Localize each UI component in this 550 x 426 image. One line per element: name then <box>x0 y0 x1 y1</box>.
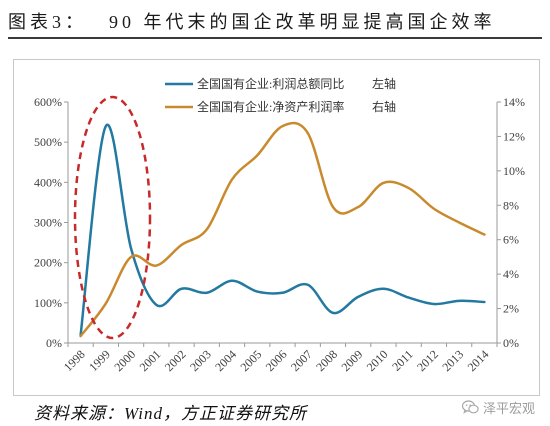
left-tick-label: 600% <box>34 95 62 109</box>
data-point-net-asset-return-2013 <box>457 221 461 225</box>
data-point-profit-growth-2001 <box>154 303 158 307</box>
data-point-profit-growth-2004 <box>230 279 234 283</box>
right-tick-label: 10% <box>503 164 525 178</box>
data-point-profit-growth-2005 <box>255 290 259 294</box>
data-point-net-asset-return-2011 <box>407 186 411 190</box>
x-tick-label-2014: 2014 <box>465 347 492 374</box>
chart-title: 90 年代末的国企改革明显提高国企效率 <box>109 12 496 32</box>
x-tick-label-2011: 2011 <box>389 347 416 374</box>
right-tick-label: 12% <box>503 129 525 143</box>
left-tick-label: 200% <box>34 256 62 270</box>
data-point-profit-growth-2008 <box>331 311 335 315</box>
data-point-net-asset-return-2010 <box>381 181 385 185</box>
legend-axis-note-net-asset-return: 右轴 <box>372 99 396 114</box>
left-tick-label: 400% <box>34 175 62 189</box>
title-divider <box>8 37 542 39</box>
data-point-profit-growth-1999 <box>104 124 108 128</box>
data-point-net-asset-return-2014 <box>482 233 486 237</box>
left-tick-label: 300% <box>34 216 62 230</box>
wechat-icon <box>462 400 479 414</box>
data-point-net-asset-return-1998 <box>79 334 83 338</box>
data-point-net-asset-return-2004 <box>230 177 234 181</box>
right-tick-label: 0% <box>503 336 519 350</box>
left-tick-label: 500% <box>34 135 62 149</box>
data-point-net-asset-return-2003 <box>205 227 209 231</box>
chart: 全国国有企业:利润总额同比 左轴 全国国有企业:净资产利润率 右轴 0% 100%… <box>13 59 540 396</box>
left-tick-label: 100% <box>34 296 62 310</box>
x-tick-label-2004: 2004 <box>212 347 239 374</box>
legend-label-profit-growth: 全国国有企业:利润总额同比 <box>197 76 344 91</box>
data-point-net-asset-return-2002 <box>180 243 184 247</box>
x-tick-label-2007: 2007 <box>288 347 315 374</box>
watermark: 泽平宏观 <box>462 398 535 417</box>
data-point-profit-growth-2002 <box>180 287 184 291</box>
data-point-profit-growth-2009 <box>356 295 360 299</box>
data-point-net-asset-return-2005 <box>255 153 259 157</box>
data-point-net-asset-return-2001 <box>154 264 158 268</box>
x-tick-label-2013: 2013 <box>439 347 466 374</box>
data-point-profit-growth-2014 <box>482 300 486 304</box>
x-tick-label-2010: 2010 <box>364 347 391 374</box>
series-line-net-asset-return <box>79 121 486 338</box>
data-point-net-asset-return-2012 <box>432 207 436 211</box>
right-tick-label: 8% <box>503 198 519 212</box>
x-tick-label-2003: 2003 <box>187 347 214 374</box>
x-tick-label-2006: 2006 <box>263 347 290 374</box>
data-point-net-asset-return-2007 <box>306 131 310 135</box>
source-note: 资料来源：Wind，方正证券研究所 <box>34 404 307 423</box>
right-tick-label: 4% <box>503 267 519 281</box>
data-point-profit-growth-2013 <box>457 299 461 303</box>
x-tick-label-2009: 2009 <box>338 347 365 374</box>
data-point-profit-growth-2007 <box>306 283 310 287</box>
legend-label-net-asset-return: 全国国有企业:净资产利润率 <box>197 99 344 114</box>
x-tick-label-2000: 2000 <box>111 347 138 374</box>
right-tick-label: 6% <box>503 233 519 247</box>
data-point-net-asset-return-2000 <box>129 255 133 259</box>
data-point-net-asset-return-2006 <box>281 124 285 128</box>
legend: 全国国有企业:利润总额同比 左轴 全国国有企业:净资产利润率 右轴 <box>165 76 396 114</box>
data-point-profit-growth-2000 <box>129 247 133 251</box>
series-line-profit-growth <box>79 123 486 337</box>
right-tick-label: 14% <box>503 95 525 109</box>
figure-label: 图表3： <box>8 12 87 32</box>
x-tick-label-2002: 2002 <box>162 347 189 374</box>
x-tick-label-2012: 2012 <box>414 347 441 374</box>
x-tick-label-2008: 2008 <box>313 347 340 374</box>
data-point-net-asset-return-1999 <box>104 301 108 305</box>
x-tick-label-1998: 1998 <box>61 347 88 374</box>
x-tick-label-2005: 2005 <box>238 347 265 374</box>
data-point-net-asset-return-2008 <box>331 205 335 209</box>
x-tick-label-2001: 2001 <box>137 347 164 374</box>
watermark-text: 泽平宏观 <box>483 402 536 417</box>
data-point-net-asset-return-2009 <box>356 205 360 209</box>
highlight-dashed-ellipse <box>73 95 152 340</box>
data-point-profit-growth-2003 <box>205 291 209 295</box>
figure-title: 图表3： 90 年代末的国企改革明显提高国企效率 <box>8 8 496 34</box>
data-point-profit-growth-2010 <box>381 287 385 291</box>
x-tick-label-1999: 1999 <box>86 347 113 374</box>
right-tick-label: 2% <box>503 302 519 316</box>
data-point-profit-growth-2012 <box>432 302 436 306</box>
legend-axis-note-profit-growth: 左轴 <box>372 76 396 91</box>
left-tick-label: 0% <box>46 336 62 350</box>
chart-frame <box>13 59 540 396</box>
data-point-profit-growth-2006 <box>281 291 285 295</box>
axes: 0% 100% 200% 300% 400% 500% 600% 0% 2% 4% 6% 8% 10% 1… <box>34 95 525 374</box>
data-point-profit-growth-2011 <box>407 296 411 300</box>
plot-area <box>79 121 486 338</box>
